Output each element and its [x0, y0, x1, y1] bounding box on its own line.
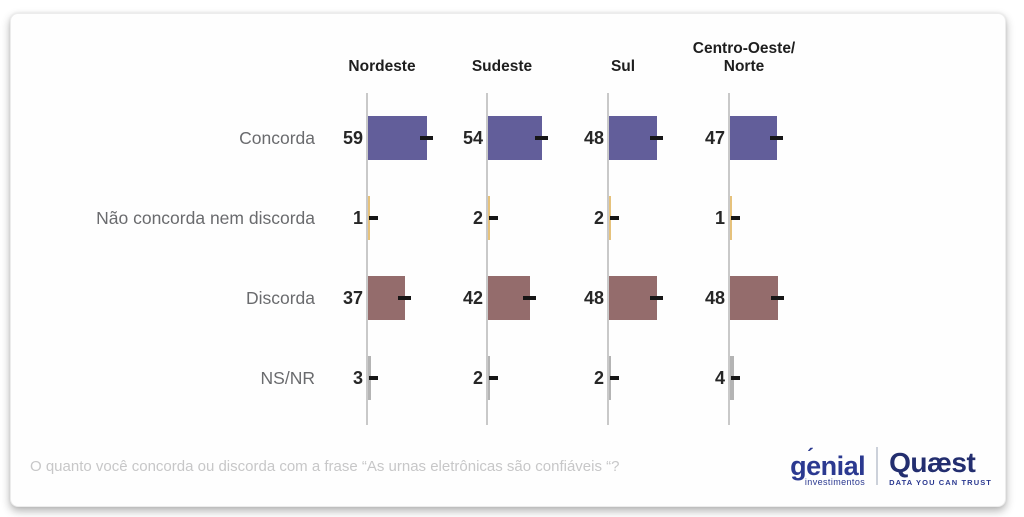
bar — [730, 276, 778, 320]
quaest-wordmark: Quæst — [889, 447, 976, 478]
bar-value: 37 — [342, 288, 363, 308]
genial-subtitle: investimentos — [804, 477, 866, 487]
bar-value: 48 — [704, 288, 725, 308]
category-label: NS/NR — [260, 368, 315, 388]
bar — [730, 116, 777, 160]
tick-dash — [731, 376, 740, 380]
bar-value: 4 — [714, 368, 725, 388]
category-label: Discorda — [245, 288, 315, 308]
bar-value: 47 — [704, 128, 725, 148]
tick-dash — [523, 296, 536, 300]
bar-value: 48 — [583, 288, 604, 308]
bar — [368, 196, 370, 240]
tick-dash — [489, 216, 498, 220]
region-header: Centro-Oeste/ Norte — [692, 40, 796, 75]
genial-wordmark: genial — [790, 444, 866, 480]
region-header: Sul — [610, 58, 636, 75]
bar-value: 3 — [352, 368, 363, 388]
bar-value: 1 — [714, 208, 725, 228]
chart-card — [10, 13, 1006, 507]
axis-line — [366, 93, 368, 425]
tick-dash — [650, 136, 663, 140]
axis-line — [486, 93, 488, 425]
axis-line — [607, 93, 609, 425]
bar-value: 59 — [342, 128, 363, 148]
tick-dash — [650, 296, 663, 300]
bar — [488, 116, 542, 160]
bar — [730, 196, 732, 240]
genial-logo: genial investimentos — [790, 444, 866, 487]
bar — [368, 116, 427, 160]
bar — [609, 116, 657, 160]
tick-dash — [420, 136, 433, 140]
region-header: Sudeste — [471, 58, 533, 75]
bar-value: 1 — [352, 208, 363, 228]
region-header: Nordeste — [348, 58, 416, 75]
bar-value: 42 — [462, 288, 483, 308]
category-label: Não concorda nem discorda — [96, 208, 315, 228]
tick-dash — [369, 376, 378, 380]
quaest-tagline: DATA YOU CAN TRUST — [889, 478, 992, 487]
tick-dash — [731, 216, 740, 220]
bar-value: 2 — [593, 368, 604, 388]
tick-dash — [535, 136, 548, 140]
tick-dash — [770, 136, 783, 140]
bar-value: 2 — [472, 208, 483, 228]
tick-dash — [771, 296, 784, 300]
bar — [609, 276, 657, 320]
logo-divider — [876, 447, 879, 485]
axis-line — [728, 93, 730, 425]
quaest-logo: Quæst DATA YOU CAN TRUST — [889, 447, 992, 488]
survey-question-footnote: O quanto você concorda ou discorda com a… — [30, 458, 620, 475]
bar-value: 2 — [472, 368, 483, 388]
tick-dash — [610, 216, 619, 220]
category-label: Concorda — [239, 128, 315, 148]
tick-dash — [398, 296, 411, 300]
tick-dash — [610, 376, 619, 380]
tick-dash — [489, 376, 498, 380]
bar-value: 2 — [593, 208, 604, 228]
tick-dash — [369, 216, 378, 220]
bar-value: 54 — [462, 128, 483, 148]
brand-logos: genial investimentos Quæst DATA YOU CAN … — [790, 444, 992, 488]
bar-value: 48 — [583, 128, 604, 148]
